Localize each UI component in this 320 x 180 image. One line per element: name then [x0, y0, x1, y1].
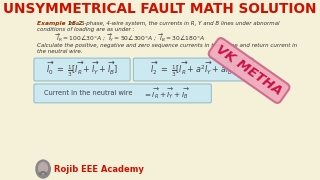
Text: UNSYMMETRICAL FAULT MATH SOLUTION: UNSYMMETRICAL FAULT MATH SOLUTION	[3, 2, 317, 16]
Text: Calculate the positive, negative and zero sequence currents in the R-line and re: Calculate the positive, negative and zer…	[37, 43, 297, 48]
Text: VK METHA: VK METHA	[213, 43, 284, 98]
Text: the neutral wire.: the neutral wire.	[37, 49, 82, 54]
Text: conditions of loading are as under :: conditions of loading are as under :	[37, 27, 134, 32]
Text: Current in the neutral wire: Current in the neutral wire	[44, 90, 132, 96]
FancyBboxPatch shape	[34, 58, 130, 81]
Text: Rojib EEE Academy: Rojib EEE Academy	[54, 165, 144, 174]
Text: $\overrightarrow{I_0}\ =\ \frac{1}{3}[\overrightarrow{I_R}+\overrightarrow{I_Y}+: $\overrightarrow{I_0}\ =\ \frac{1}{3}[\o…	[46, 60, 118, 79]
FancyBboxPatch shape	[34, 84, 211, 103]
Text: $\overrightarrow{I_2}\ =\ \frac{1}{3}[\overrightarrow{I_R}+a^2\overrightarrow{I_: $\overrightarrow{I_2}\ =\ \frac{1}{3}[\o…	[150, 60, 236, 79]
Text: $\overrightarrow{I}_{R} = 100\angle30°A$ ;  $\overrightarrow{I}_{Y} = 50\angle30: $\overrightarrow{I}_{R} = 100\angle30°A$…	[55, 31, 205, 44]
Circle shape	[39, 163, 47, 174]
Text: $= \overrightarrow{I_R}+\overrightarrow{I_Y}+\overrightarrow{I_B}$: $= \overrightarrow{I_R}+\overrightarrow{…	[142, 86, 189, 100]
FancyBboxPatch shape	[133, 58, 253, 81]
Circle shape	[36, 160, 50, 178]
Text: In a 3-phase, 4-wire system, the currents in R, Y and B lines under abnormal: In a 3-phase, 4-wire system, the current…	[67, 21, 279, 26]
Text: Example 18.2.: Example 18.2.	[37, 21, 84, 26]
